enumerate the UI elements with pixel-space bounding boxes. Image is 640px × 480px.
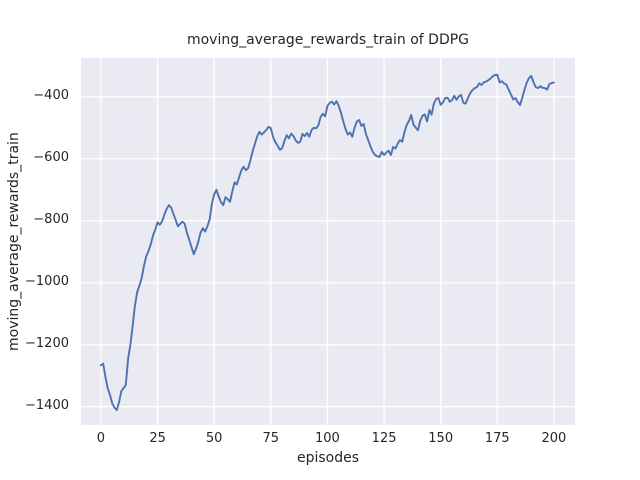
x-tick-label: 50: [205, 431, 223, 446]
x-tick-label: 150: [428, 431, 454, 446]
y-axis-label: moving_average_rewards_train: [6, 132, 22, 351]
x-tick-label: 25: [149, 431, 166, 446]
y-tick-label: −400: [33, 87, 69, 103]
x-tick-label: 0: [96, 431, 106, 446]
x-tick-label: 100: [314, 431, 340, 446]
y-tick-label: −1000: [25, 273, 69, 289]
y-tick-label: −800: [33, 211, 69, 227]
y-tick-label: −1400: [25, 397, 69, 413]
x-tick-label: 200: [541, 431, 567, 446]
x-tick-label: 175: [484, 431, 510, 446]
x-axis-label: episodes: [296, 450, 360, 466]
series-line: [99, 73, 555, 412]
y-tick-label: −600: [33, 149, 69, 165]
x-tick-label: 75: [262, 431, 280, 446]
y-tick-label: −1200: [25, 335, 69, 351]
x-tick-label: 125: [371, 431, 397, 446]
chart-title: moving_average_rewards_train of DDPG: [186, 32, 470, 48]
